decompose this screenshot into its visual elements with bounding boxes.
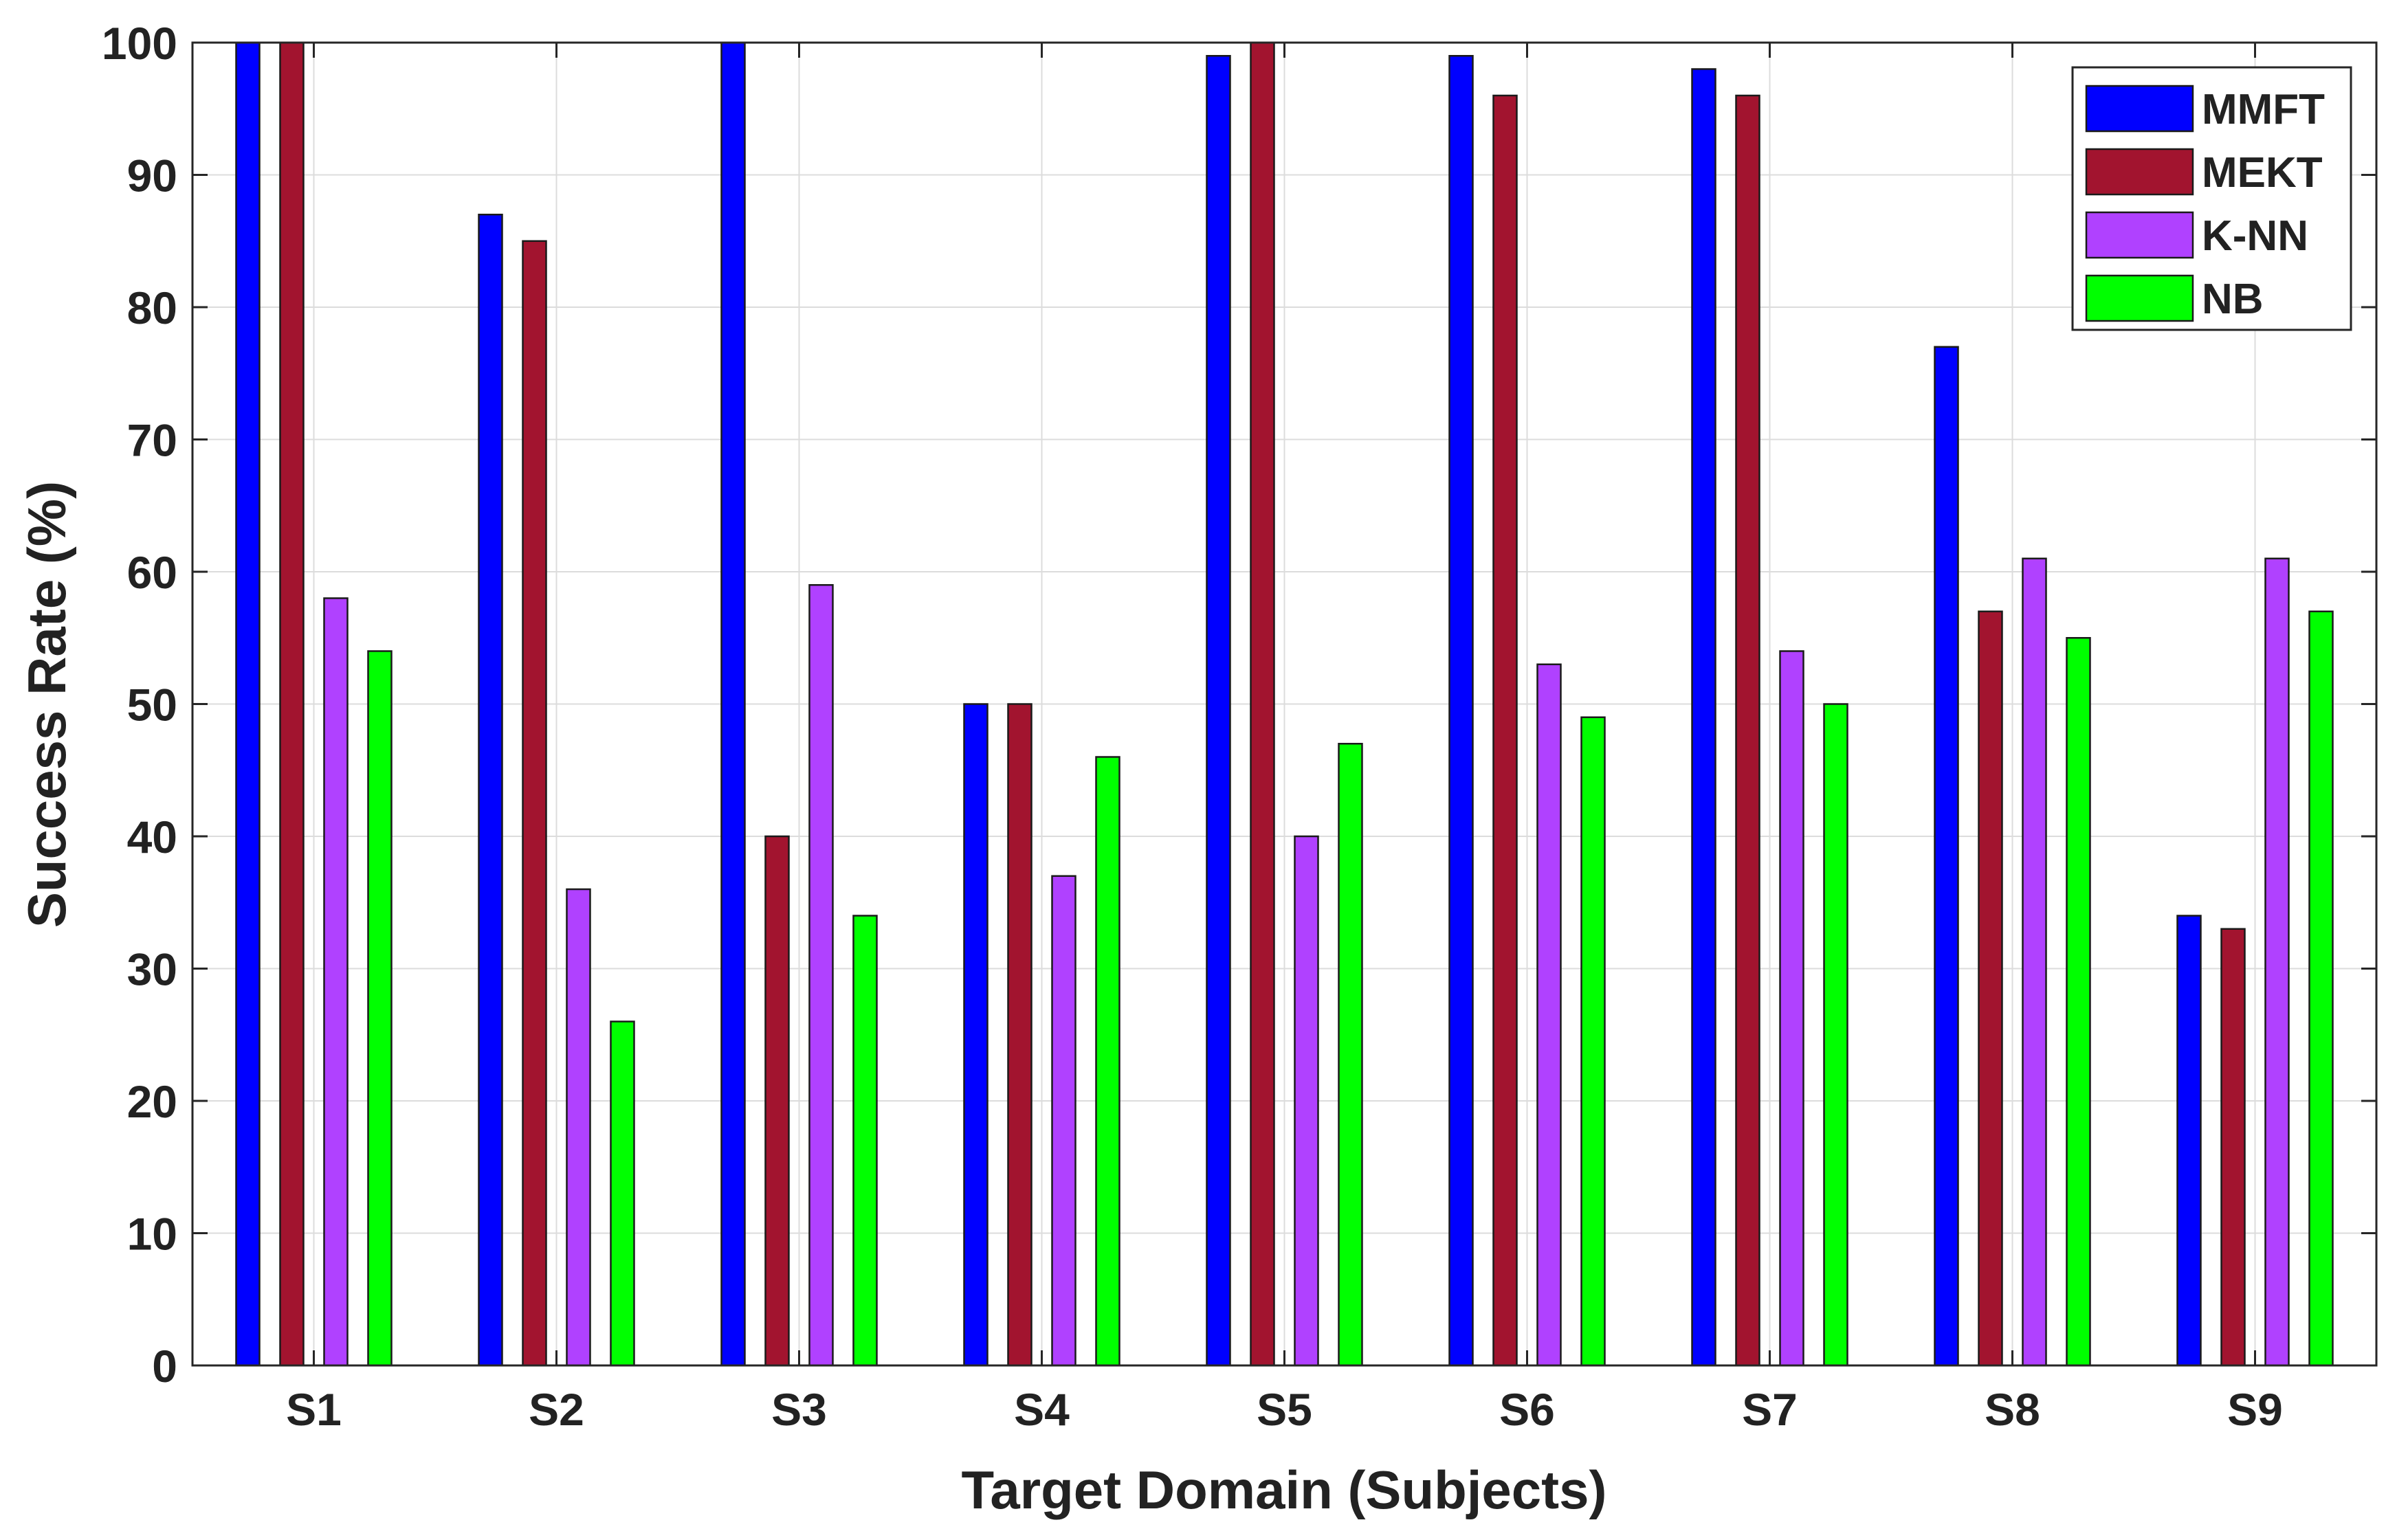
bar-mekt-s1 (279, 41, 305, 1367)
bar-k-nn-s2 (566, 888, 591, 1367)
x-tick-label: S7 (1742, 1384, 1798, 1435)
bar-k-nn-s5 (1294, 835, 1319, 1367)
bar-k-nn-s1 (323, 597, 349, 1367)
legend: MMFT MEKT K-NN NB (2071, 66, 2352, 331)
bar-mekt-s9 (2220, 928, 2246, 1367)
y-tick-label: 30 (127, 944, 177, 995)
x-axis-label: Target Domain (Subjects) (961, 1460, 1606, 1520)
y-tick-label: 0 (152, 1341, 177, 1392)
x-tick-label: S9 (2227, 1384, 2283, 1435)
x-tick-label: S1 (286, 1384, 342, 1435)
bar-mekt-s4 (1007, 703, 1032, 1367)
bar-mmft-s7 (1691, 68, 1716, 1367)
y-tick-label: 80 (127, 282, 177, 333)
bar-mmft-s4 (963, 703, 988, 1367)
bar-mmft-s6 (1448, 55, 1474, 1367)
legend-label: MMFT (2202, 86, 2325, 133)
bar-k-nn-s3 (808, 584, 834, 1367)
bar-mekt-s6 (1492, 94, 1518, 1367)
legend-label: NB (2202, 276, 2264, 323)
y-tick-label: 40 (127, 812, 177, 862)
legend-label: K-NN (2202, 212, 2308, 260)
bar-k-nn-s7 (1779, 650, 1804, 1367)
y-tick-label: 100 (102, 18, 177, 69)
y-tick-label: 20 (127, 1076, 177, 1127)
bar-mmft-s1 (235, 41, 261, 1367)
y-tick-label: 50 (127, 680, 177, 730)
bar-k-nn-s8 (2022, 557, 2047, 1367)
x-tick-label: S8 (1985, 1384, 2040, 1435)
x-tick-label: S5 (1257, 1384, 1312, 1435)
bar-mekt-s2 (522, 240, 547, 1367)
y-axis-ticks: 0 10 20 30 40 50 60 70 80 90 100 (102, 18, 2376, 1392)
y-axis-label: Success Rate (%) (16, 481, 77, 928)
y-tick-label: 60 (127, 547, 177, 598)
bar-nb-s6 (1580, 716, 1606, 1367)
bar-mmft-s5 (1206, 55, 1231, 1367)
bar-mekt-s3 (764, 835, 790, 1367)
bar-k-nn-s9 (2264, 557, 2290, 1367)
bar-mmft-s3 (720, 41, 746, 1367)
legend-swatch (2085, 211, 2194, 259)
bar-k-nn-s6 (1536, 663, 1562, 1367)
bar-nb-s3 (852, 915, 878, 1367)
x-tick-label: S6 (1499, 1384, 1555, 1435)
bar-nb-s4 (1095, 756, 1120, 1367)
bar-k-nn-s4 (1051, 875, 1076, 1367)
bar-nb-s2 (610, 1020, 635, 1367)
bar-mmft-s2 (478, 214, 503, 1367)
legend-swatch (2085, 148, 2194, 196)
bar-mmft-s8 (1934, 346, 1959, 1367)
bar-mmft-s9 (2176, 915, 2202, 1367)
bars (235, 41, 2334, 1367)
legend-label: MEKT (2202, 149, 2323, 197)
bar-mekt-s8 (1978, 610, 2003, 1367)
x-tick-label: S3 (771, 1384, 827, 1435)
bar-nb-s5 (1338, 743, 1363, 1367)
y-tick-label: 70 (127, 415, 177, 466)
legend-swatch (2085, 85, 2194, 133)
bar-nb-s1 (367, 650, 393, 1367)
bar-nb-s9 (2308, 610, 2334, 1367)
x-tick-label: S4 (1014, 1384, 1070, 1435)
y-tick-label: 10 (127, 1209, 177, 1260)
x-axis-ticks: S1 S2 S3 S4 S5 S6 S7 S8 S9 (286, 43, 2283, 1435)
bar-mekt-s7 (1735, 94, 1760, 1367)
bar-nb-s7 (1823, 703, 1848, 1367)
bar-mekt-s5 (1250, 41, 1275, 1367)
x-tick-label: S2 (529, 1384, 584, 1435)
legend-swatch (2085, 274, 2194, 322)
bar-nb-s8 (2066, 637, 2091, 1367)
y-tick-label: 90 (127, 150, 177, 201)
